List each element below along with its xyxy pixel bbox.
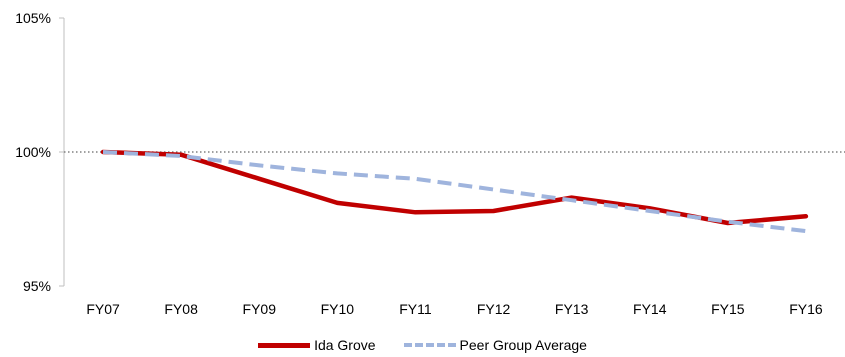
x-tick-label: FY09 bbox=[243, 301, 277, 317]
x-tick-label: FY14 bbox=[633, 301, 667, 317]
y-tick-label: 100% bbox=[15, 144, 51, 160]
x-tick-label: FY12 bbox=[477, 301, 511, 317]
legend-item-peer-group-average: Peer Group Average bbox=[403, 337, 587, 353]
x-tick-label: FY07 bbox=[86, 301, 120, 317]
series-line-ida-grove bbox=[100, 149, 809, 226]
y-axis-ticks: 95% 100% 105% bbox=[15, 10, 64, 294]
x-tick-label: FY11 bbox=[399, 301, 432, 317]
legend-swatch bbox=[258, 342, 311, 348]
x-tick-label: FY10 bbox=[321, 301, 355, 317]
legend: Ida Grove Peer Group Average bbox=[0, 334, 845, 356]
y-tick-label: 95% bbox=[23, 278, 51, 294]
series-line-peer-group-average bbox=[102, 150, 807, 234]
legend-label: Ida Grove bbox=[314, 337, 376, 353]
x-tick-label: FY16 bbox=[789, 301, 823, 317]
series-group bbox=[100, 149, 809, 234]
legend-label: Peer Group Average bbox=[459, 337, 587, 353]
x-tick-label: FY15 bbox=[711, 301, 745, 317]
x-tick-label: FY08 bbox=[164, 301, 198, 317]
y-tick-label: 105% bbox=[15, 10, 51, 26]
legend-swatch bbox=[403, 343, 456, 347]
x-axis-labels: FY07 FY08 FY09 FY10 FY11 FY12 FY13 FY14 FY15 FY16 bbox=[86, 301, 823, 317]
legend-item-ida-grove: Ida Grove bbox=[258, 337, 376, 353]
x-tick-label: FY13 bbox=[555, 301, 589, 317]
